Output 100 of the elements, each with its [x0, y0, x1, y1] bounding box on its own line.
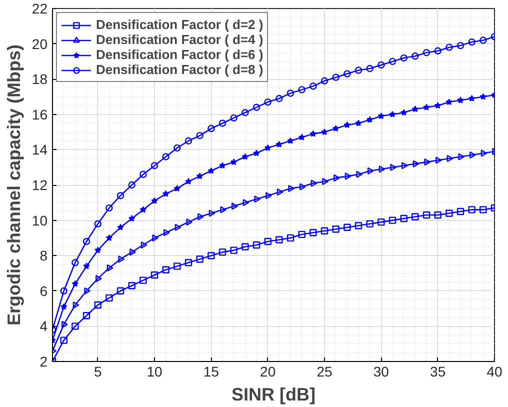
point — [60, 336, 68, 344]
point — [264, 238, 272, 246]
point — [128, 181, 136, 189]
point — [480, 206, 487, 214]
y-axis-title: Ergodic channel capacity (Mbps) — [4, 44, 24, 326]
point — [456, 208, 464, 216]
point — [162, 190, 170, 197]
x-axis-title: SINR [dB] — [232, 384, 316, 404]
y-tick-label: 20 — [32, 36, 48, 52]
point — [434, 102, 442, 109]
point — [94, 301, 102, 309]
point — [356, 170, 363, 178]
point — [422, 211, 430, 219]
y-tick-label: 10 — [32, 212, 48, 228]
point — [232, 202, 238, 210]
point — [468, 206, 476, 214]
point — [72, 280, 79, 287]
point — [140, 206, 147, 213]
y-tick-label: 2 — [40, 354, 48, 370]
point — [389, 110, 396, 118]
point — [468, 38, 476, 46]
point — [196, 256, 204, 263]
point — [174, 184, 181, 192]
point — [60, 287, 68, 294]
point — [185, 178, 192, 184]
x-tick-label: 40 — [486, 364, 502, 380]
point — [254, 196, 261, 203]
point — [412, 213, 419, 220]
x-tick-label: 20 — [260, 364, 276, 380]
point — [446, 98, 453, 106]
point — [72, 259, 79, 266]
point — [106, 204, 113, 212]
y-tick-label: 16 — [32, 106, 48, 122]
point — [264, 98, 272, 106]
point — [208, 167, 215, 174]
point — [106, 264, 114, 272]
x-tick-label: 15 — [203, 364, 220, 380]
point — [184, 259, 192, 266]
point — [162, 153, 170, 160]
y-tick-label: 22 — [32, 0, 48, 16]
point — [208, 124, 215, 132]
point — [286, 90, 294, 97]
y-tick-label: 4 — [40, 318, 48, 334]
y-tick-label: 8 — [40, 248, 48, 264]
point — [480, 36, 487, 44]
point — [310, 130, 317, 137]
point — [402, 162, 408, 170]
point — [332, 124, 340, 132]
point — [242, 199, 250, 206]
point — [184, 137, 192, 144]
point — [300, 183, 306, 190]
point — [174, 224, 182, 231]
point — [310, 229, 317, 236]
point — [480, 150, 488, 157]
point — [196, 172, 204, 180]
point — [310, 82, 317, 90]
point — [321, 128, 328, 136]
point — [412, 106, 419, 112]
point — [344, 121, 351, 128]
point — [264, 144, 272, 151]
point — [242, 109, 249, 116]
point — [332, 226, 340, 233]
legend-label: Densification Factor ( d=8 ) — [96, 62, 264, 77]
point — [436, 156, 442, 164]
point — [344, 224, 351, 231]
y-tick-label: 14 — [32, 142, 48, 158]
y-tick-label: 12 — [32, 177, 48, 193]
point — [219, 162, 226, 169]
point — [457, 96, 464, 104]
point — [152, 234, 159, 242]
point — [220, 206, 227, 214]
point — [332, 74, 340, 81]
point — [118, 256, 125, 263]
point — [230, 158, 238, 166]
point — [208, 210, 216, 217]
point — [198, 213, 204, 220]
point — [276, 140, 283, 148]
point — [276, 94, 283, 102]
point — [72, 322, 79, 330]
point — [368, 167, 374, 174]
point — [480, 93, 487, 100]
point — [378, 112, 385, 120]
point — [322, 178, 329, 186]
point — [252, 241, 260, 249]
point — [320, 77, 328, 84]
point — [412, 160, 420, 168]
point — [288, 184, 295, 192]
point — [286, 234, 294, 242]
point — [355, 120, 362, 126]
point — [354, 222, 362, 230]
x-tick-label: 30 — [373, 364, 390, 380]
point — [400, 54, 408, 62]
point — [366, 64, 374, 72]
y-tick-label: 6 — [40, 282, 48, 299]
point — [218, 248, 226, 256]
point — [242, 243, 249, 250]
point — [162, 266, 170, 274]
point — [96, 274, 102, 282]
point — [128, 214, 136, 222]
point — [320, 227, 328, 234]
